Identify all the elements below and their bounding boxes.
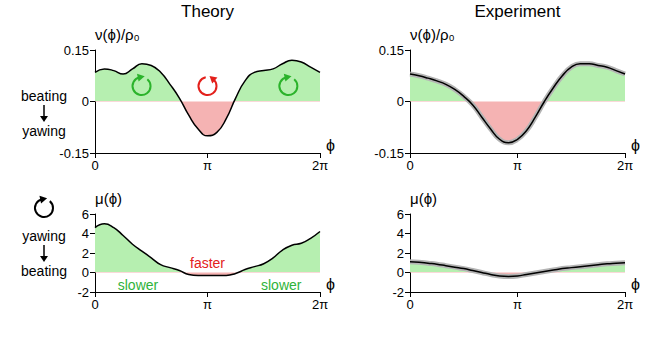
svg-text:0: 0 xyxy=(91,158,98,173)
svg-text:beating: beating xyxy=(21,263,67,279)
svg-text:π: π xyxy=(203,158,212,173)
svg-text:-2: -2 xyxy=(77,285,89,300)
svg-text:ϕ: ϕ xyxy=(631,276,640,293)
svg-text:4: 4 xyxy=(397,226,404,241)
svg-text:0: 0 xyxy=(406,158,413,173)
svg-text:0: 0 xyxy=(82,265,89,280)
svg-text:yawing: yawing xyxy=(22,123,66,139)
svg-text:0: 0 xyxy=(82,94,89,109)
svg-text:μ(ϕ): μ(ϕ) xyxy=(95,190,122,207)
svg-text:0: 0 xyxy=(406,297,413,312)
svg-text:2π: 2π xyxy=(617,158,633,173)
svg-text:faster: faster xyxy=(190,255,225,271)
svg-text:6: 6 xyxy=(397,207,404,222)
svg-text:ϕ: ϕ xyxy=(631,137,640,154)
svg-text:beating: beating xyxy=(21,88,67,104)
svg-text:6: 6 xyxy=(82,207,89,222)
svg-text:0.15: 0.15 xyxy=(64,43,89,58)
svg-text:ϕ: ϕ xyxy=(326,276,335,293)
svg-text:slower: slower xyxy=(118,277,159,293)
svg-text:-2: -2 xyxy=(392,285,404,300)
svg-text:π: π xyxy=(513,158,522,173)
svg-text:-0.15: -0.15 xyxy=(59,146,89,161)
svg-text:0: 0 xyxy=(397,94,404,109)
svg-text:ν(ϕ)/ρ₀: ν(ϕ)/ρ₀ xyxy=(410,26,455,43)
svg-text:Theory: Theory xyxy=(181,2,234,21)
svg-text:0.15: 0.15 xyxy=(379,43,404,58)
svg-text:-0.15: -0.15 xyxy=(374,146,404,161)
svg-text:2π: 2π xyxy=(312,158,328,173)
svg-text:0: 0 xyxy=(397,265,404,280)
svg-text:Experiment: Experiment xyxy=(475,2,561,21)
svg-text:π: π xyxy=(203,297,212,312)
svg-text:2π: 2π xyxy=(617,297,633,312)
svg-text:yawing: yawing xyxy=(22,228,66,244)
svg-text:π: π xyxy=(513,297,522,312)
svg-text:0: 0 xyxy=(91,297,98,312)
svg-text:μ(ϕ): μ(ϕ) xyxy=(410,190,437,207)
svg-text:2: 2 xyxy=(397,246,404,261)
svg-text:2: 2 xyxy=(82,246,89,261)
svg-text:ν(ϕ)/ρ₀: ν(ϕ)/ρ₀ xyxy=(95,26,140,43)
svg-text:4: 4 xyxy=(82,226,89,241)
svg-text:2π: 2π xyxy=(312,297,328,312)
svg-text:ϕ: ϕ xyxy=(326,137,335,154)
svg-text:slower: slower xyxy=(261,277,302,293)
